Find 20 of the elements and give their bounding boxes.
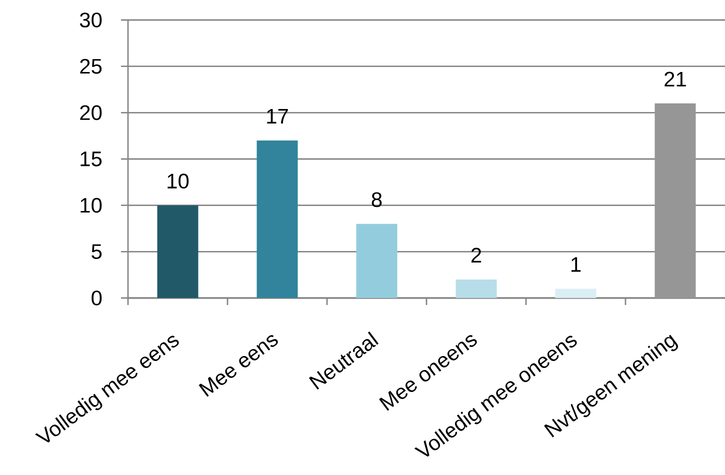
y-tick-label: 30	[80, 12, 102, 28]
bar	[654, 103, 696, 298]
x-tick-label: Mee eens	[198, 335, 278, 397]
y-tick-label: 20	[80, 105, 102, 120]
data-label: 21	[664, 72, 686, 86]
y-tick-label: 0	[92, 290, 102, 306]
y-tick-label: 15	[80, 152, 102, 166]
bar	[356, 224, 398, 298]
y-tick-label: 25	[80, 58, 102, 74]
data-label: 10	[168, 174, 189, 189]
data-label: 1	[572, 257, 581, 272]
data-label: 2	[471, 248, 482, 262]
y-tick-label: 5	[92, 244, 102, 259]
bar	[456, 279, 497, 298]
y-tick-label: 10	[80, 198, 102, 213]
data-label: 17	[267, 109, 288, 124]
bar	[256, 140, 298, 298]
bar	[555, 288, 596, 298]
bar	[157, 205, 198, 298]
data-label: 8	[372, 192, 382, 208]
